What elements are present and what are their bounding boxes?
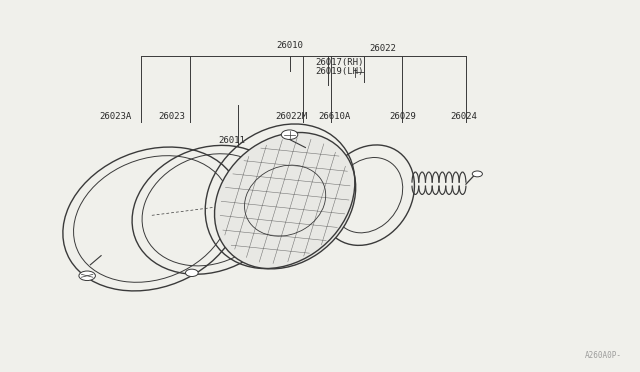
Circle shape <box>186 269 198 276</box>
Circle shape <box>282 130 298 140</box>
Ellipse shape <box>214 132 356 269</box>
Text: 26010: 26010 <box>276 41 303 51</box>
Circle shape <box>79 271 95 280</box>
Text: 26019(LH): 26019(LH) <box>315 67 364 76</box>
Text: 26023A: 26023A <box>99 112 131 121</box>
Text: 26022: 26022 <box>369 44 396 53</box>
Text: 26023: 26023 <box>158 112 185 121</box>
Text: 26017(RH): 26017(RH) <box>315 58 364 67</box>
Text: 26022M: 26022M <box>276 112 308 121</box>
Text: 26610A: 26610A <box>318 112 350 121</box>
Text: 26029: 26029 <box>390 112 417 121</box>
Circle shape <box>472 171 483 177</box>
Text: 26024: 26024 <box>450 112 477 121</box>
Text: A260A0P-: A260A0P- <box>584 351 621 360</box>
Text: 26011: 26011 <box>218 136 245 145</box>
